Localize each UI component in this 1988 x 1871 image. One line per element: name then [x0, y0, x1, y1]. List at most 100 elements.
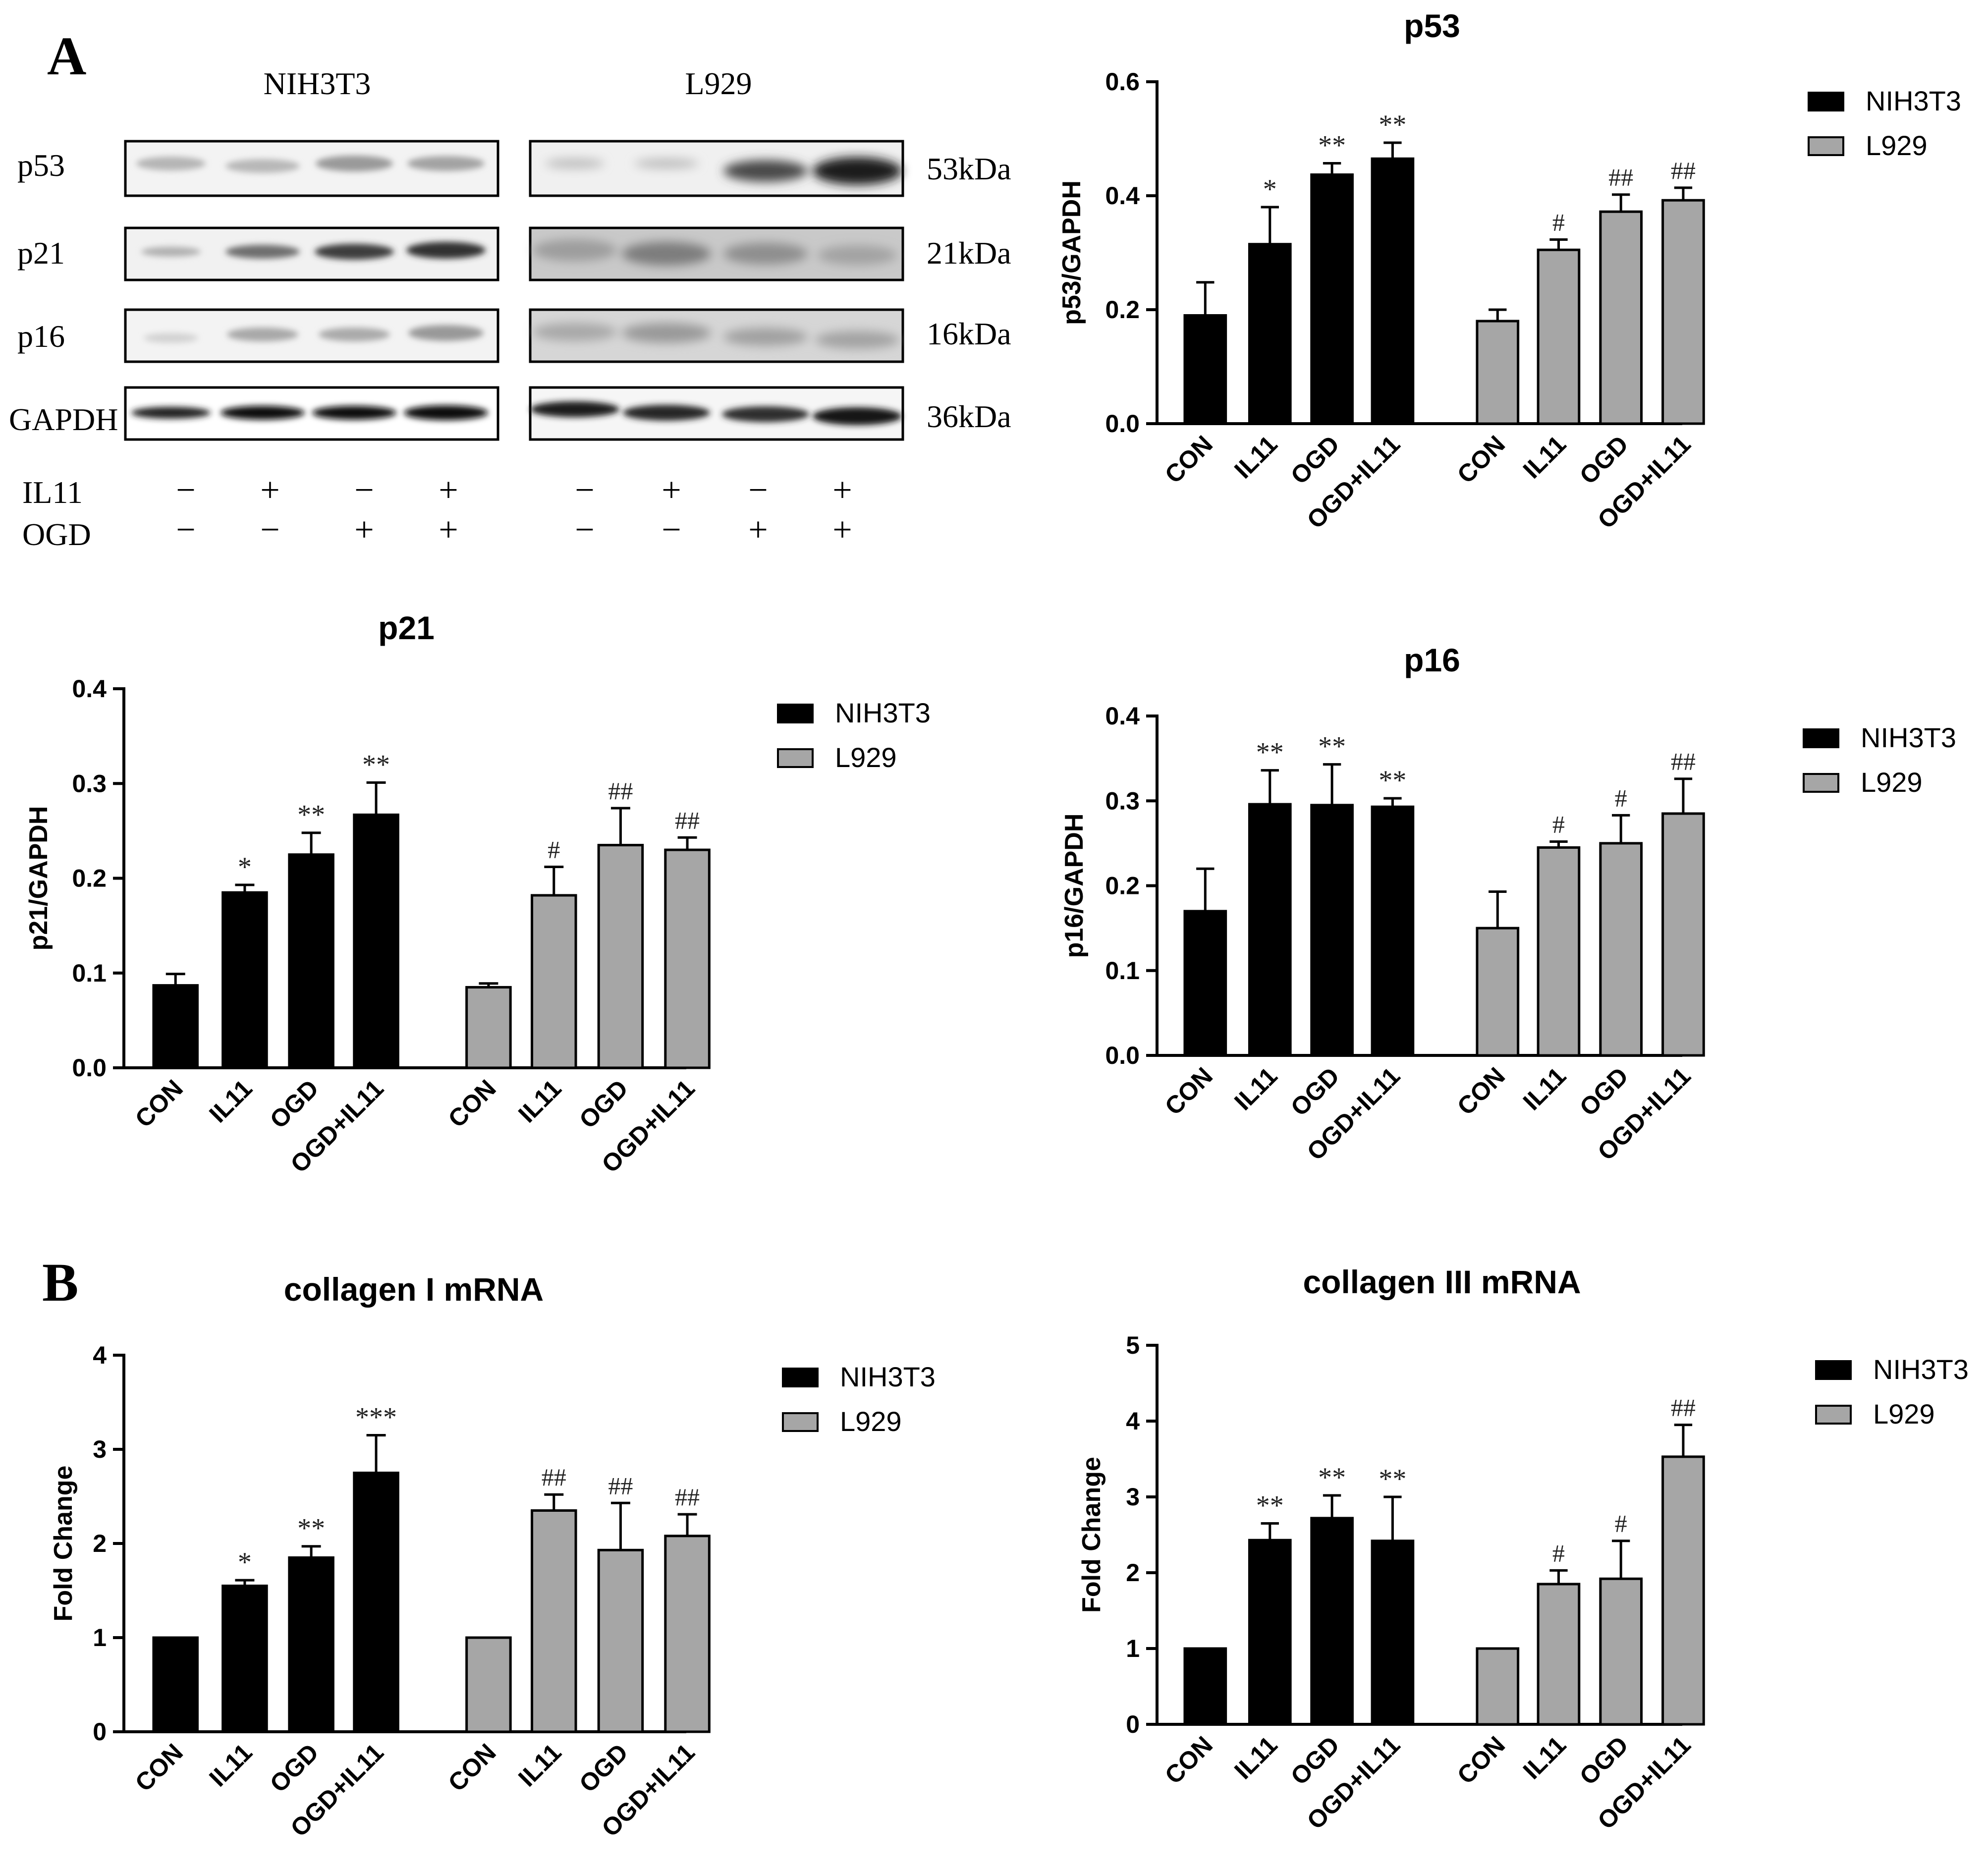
bar-l929-il11	[1537, 1583, 1581, 1726]
band	[407, 156, 485, 171]
treatment-sign: −	[354, 471, 374, 509]
significance-marker: #	[1615, 1510, 1627, 1538]
band	[815, 331, 899, 349]
band	[622, 323, 711, 343]
bar-nih3t3-il11	[1248, 1539, 1292, 1726]
significance-marker: #	[1552, 1539, 1565, 1567]
bar-l929-ogd	[1599, 210, 1643, 425]
band	[225, 159, 300, 173]
treatment-label-ogd: OGD	[22, 517, 91, 552]
bar-nih3t3-il11	[1248, 803, 1292, 1057]
y-axis-label: p21/GAPDH	[24, 806, 53, 951]
y-tick-label: 0	[93, 1718, 107, 1746]
significance-marker: #	[1615, 784, 1627, 812]
band	[722, 406, 809, 422]
y-tick-label: 4	[93, 1341, 107, 1369]
bar-nih3t3-il11	[221, 891, 268, 1069]
band	[545, 159, 605, 168]
treatment-sign: +	[832, 511, 852, 549]
bar-l929-il11	[1537, 846, 1581, 1057]
significance-marker: ##	[608, 777, 633, 805]
x-tick-label: OGD	[1574, 1731, 1634, 1790]
significance-marker: **	[1318, 130, 1346, 161]
blot-size-p53: 53kDa	[927, 151, 1011, 186]
y-tick-label: 0.0	[1105, 410, 1140, 438]
significance-marker: **	[1318, 731, 1346, 762]
bar-l929-il11	[1537, 248, 1581, 425]
x-tick-label: IL11	[513, 1074, 566, 1128]
y-tick-label: 0.2	[72, 865, 107, 892]
band	[723, 328, 808, 346]
significance-marker: **	[1379, 1464, 1406, 1494]
bar-l929-con	[1476, 320, 1520, 425]
x-tick-label: IL11	[1518, 430, 1571, 484]
treatment-sign: +	[662, 471, 681, 509]
chart-title: p53	[1404, 7, 1460, 44]
band	[144, 333, 198, 343]
y-axis-label: p53/GAPDH	[1057, 180, 1086, 325]
treatment-signs: − + − + − + − +− − + + − − + +	[176, 471, 852, 549]
legend-swatch-l929	[1803, 773, 1839, 793]
band	[623, 405, 710, 421]
significance-marker: **	[1256, 1490, 1284, 1521]
x-tick-label: CON	[1160, 430, 1218, 489]
y-tick-label: 3	[1126, 1483, 1140, 1511]
significance-marker: **	[1318, 1462, 1346, 1493]
band	[131, 407, 211, 419]
bar-nih3t3-ogd	[288, 1556, 334, 1733]
chart-p53: p530.00.20.40.6p53/GAPDHCON*IL11**OGD**O…	[1057, 7, 1961, 534]
y-tick-label: 0.2	[1105, 296, 1140, 324]
bar-nih3t3-con	[1183, 314, 1227, 425]
band	[141, 247, 201, 257]
legend-label-nih3t3: NIH3T3	[840, 1361, 936, 1392]
y-axis-label: Fold Change	[1077, 1457, 1106, 1613]
bar-nih3t3-ogd-il11	[353, 1472, 399, 1733]
treatment-sign: −	[176, 471, 195, 509]
y-tick-label: 0.4	[72, 675, 107, 703]
x-tick-label: CON	[1160, 1062, 1218, 1120]
y-tick-label: 0.2	[1105, 872, 1140, 900]
y-tick-label: 2	[1126, 1559, 1140, 1587]
x-tick-label: IL11	[1229, 1062, 1282, 1115]
significance-marker: ##	[1671, 748, 1696, 775]
treatment-sign: −	[260, 511, 279, 549]
x-tick-label: OGD	[265, 1738, 324, 1798]
panel-label-b: B	[42, 1252, 78, 1313]
band	[319, 328, 390, 341]
y-tick-label: 0.3	[1105, 787, 1140, 815]
legend-swatch-l929	[1815, 1405, 1852, 1425]
blot-protein-p16: p16	[17, 319, 65, 354]
bar-l929-il11	[531, 894, 577, 1069]
blot-protein-gapdh: GAPDH	[9, 402, 118, 437]
x-tick-label: IL11	[513, 1738, 566, 1792]
band	[818, 245, 897, 265]
x-tick-label: IL11	[204, 1738, 257, 1792]
chart-collagen-iii: collagen III mRNA 0 1 2 3 4 5 Fold Change CON ** I…	[1077, 1264, 1969, 1835]
treatment-sign: +	[439, 471, 458, 509]
bar-l929-con	[1476, 927, 1520, 1057]
band	[136, 157, 206, 170]
bar-l929-ogd-il11	[1661, 812, 1705, 1057]
legend-label-l929: L929	[1861, 767, 1923, 798]
significance-marker: **	[1379, 765, 1406, 796]
significance-marker: #	[1552, 810, 1565, 838]
y-tick-label: 0.4	[1105, 702, 1140, 730]
y-axis-label: p16/GAPDH	[1060, 814, 1089, 958]
x-tick-label: CON	[130, 1738, 188, 1797]
band	[634, 159, 699, 168]
x-tick-label: IL11	[1518, 1731, 1571, 1784]
chart-title: p21	[378, 609, 435, 646]
legend-swatch-l929	[782, 1412, 819, 1432]
significance-marker: *	[238, 1547, 252, 1578]
y-tick-label: 3	[93, 1435, 107, 1463]
y-tick-label: 5	[1126, 1331, 1140, 1359]
bar-nih3t3-ogd	[1310, 1517, 1354, 1726]
x-tick-label: CON	[443, 1074, 501, 1133]
treatment-sign: +	[832, 471, 852, 509]
bar-nih3t3-ogd-il11	[353, 813, 399, 1069]
legend-swatch-nih3t3	[1815, 1360, 1852, 1380]
x-tick-label: CON	[443, 1738, 501, 1797]
bar-l929-ogd	[597, 844, 644, 1069]
bar-l929-con	[1476, 1647, 1520, 1726]
